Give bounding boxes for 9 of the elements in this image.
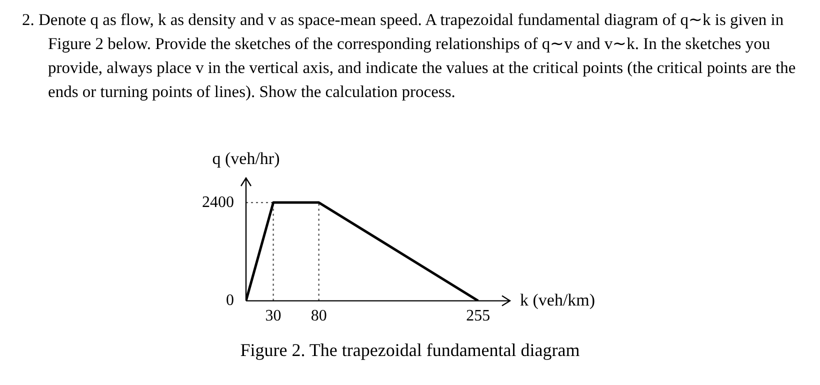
x-tick-label: 30 (265, 308, 282, 325)
y-tick-label: 2400 (202, 194, 234, 211)
x-tick-label: 80 (310, 308, 327, 325)
y-tick-label: 0 (226, 292, 234, 310)
chart-title: 2. Denote q as flow, k as density and v as space-mean speed. A trapezoidal fundamental diagram of q∼k is given in Figure 2 below. Provide the sketches of the corresponding relationships of q∼v and v∼k. In the sketches you provide, always place v in the vertical axis, and indicate the values at the critical points (the critical points are the ends or turning points of lines). Show the calculation process. (22, 9, 797, 103)
y-axis-title: q (veh/hr) (212, 148, 280, 168)
x-axis-title: k (veh/km) (520, 290, 596, 310)
x-tick-label: 255 (466, 308, 490, 325)
caption: Figure 2. The trapezoidal fundamental diagram (239, 340, 581, 361)
